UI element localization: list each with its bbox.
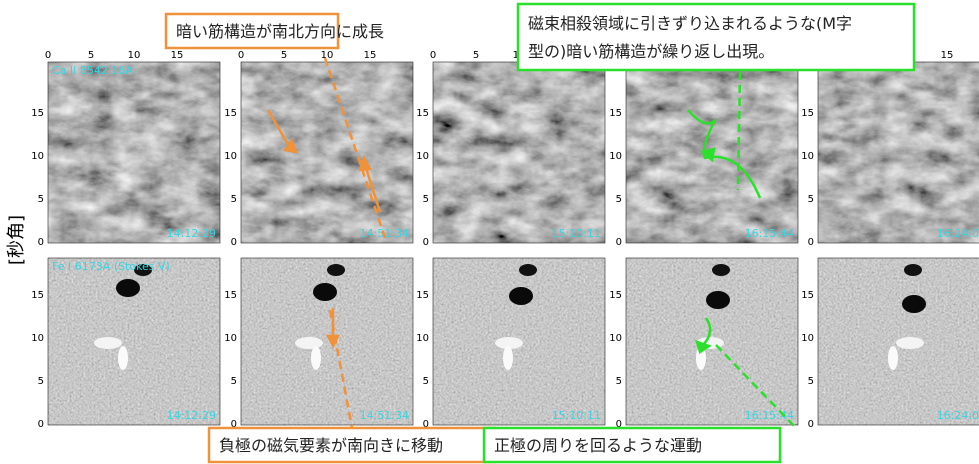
x-tick-label: 15 <box>364 50 377 61</box>
y-tick-label: 10 <box>31 333 44 344</box>
blob <box>896 337 924 349</box>
timestamp: 14:12:29 <box>167 409 216 422</box>
y-tick-label: 10 <box>224 151 237 162</box>
x-tick-label: 10 <box>128 50 141 61</box>
y-tick-label: 10 <box>609 151 622 162</box>
y-tick-label: 15 <box>609 108 622 119</box>
y-tick-label: 15 <box>416 290 429 301</box>
timestamp: 16:24:08 <box>937 227 979 240</box>
timestamp: 16:24:08 <box>937 409 979 422</box>
image-panel <box>48 62 220 243</box>
annotation: 磁束相殺領域に引きずり込まれるような(M字 <box>528 14 852 33</box>
y-tick-label: 5 <box>616 376 622 387</box>
y-tick-label: 10 <box>609 333 622 344</box>
blob <box>116 279 140 297</box>
y-tick-label: 15 <box>801 290 814 301</box>
y-tick-label: 5 <box>38 194 44 205</box>
y-tick-label: 10 <box>416 333 429 344</box>
y-tick-label: 15 <box>416 108 429 119</box>
y-tick-label: 10 <box>801 151 814 162</box>
x-tick-label: 0 <box>430 50 436 61</box>
x-tick-label: 0 <box>238 50 244 61</box>
blob <box>712 264 730 276</box>
blob <box>888 346 898 370</box>
timestamp: 16:15:44 <box>745 409 794 422</box>
x-tick-label: 15 <box>941 50 954 61</box>
annotation: 型の)暗い筋構造が繰り返し出現。 <box>528 42 774 61</box>
y-tick-label: 10 <box>416 151 429 162</box>
y-tick-label: 5 <box>423 376 429 387</box>
y-tick-label: 0 <box>38 419 44 430</box>
y-tick-label: 0 <box>423 237 429 248</box>
x-tick-label: 5 <box>281 50 287 61</box>
blob <box>519 264 537 276</box>
y-tick-label: 5 <box>808 376 814 387</box>
x-tick-label: 5 <box>473 50 479 61</box>
y-tick-label: 15 <box>224 290 237 301</box>
y-tick-label: 15 <box>801 108 814 119</box>
x-tick-label: 10 <box>321 50 334 61</box>
y-tick-label: 0 <box>616 237 622 248</box>
x-tick-label: 15 <box>171 50 184 61</box>
row-label: Fe I 6173A (Stokes V) <box>52 260 170 273</box>
blob <box>902 295 926 313</box>
blob <box>94 337 122 349</box>
blob <box>509 287 533 305</box>
panels: 0 0 5 5 10 10 15 15 14:12:29 0 0 5 5 10 10 15 15 14:51:34… <box>31 50 979 430</box>
blob <box>313 283 337 301</box>
y-tick-label: 15 <box>609 290 622 301</box>
blob <box>118 346 128 370</box>
image-panel <box>818 62 979 243</box>
blob <box>311 346 321 370</box>
y-tick-label: 10 <box>224 333 237 344</box>
timestamp: 14:12:29 <box>167 227 216 240</box>
image-panel <box>241 62 413 243</box>
annotation: 正極の周りを回るような運動 <box>494 436 702 455</box>
y-tick-label: 5 <box>616 194 622 205</box>
annotation: 暗い筋構造が南北方向に成長 <box>176 22 384 41</box>
timestamp: 15:10:11 <box>552 409 601 422</box>
blob <box>904 264 922 276</box>
timestamp: 14:51:34 <box>360 409 409 422</box>
y-tick-label: 0 <box>808 419 814 430</box>
blob <box>503 346 513 370</box>
y-tick-label: 15 <box>31 290 44 301</box>
timestamp: 15:10:11 <box>552 227 601 240</box>
x-tick-label: 0 <box>45 50 51 61</box>
y-tick-label: 10 <box>801 333 814 344</box>
y-axis-label: [秒角] <box>6 215 27 265</box>
image-panel <box>241 258 413 425</box>
blob <box>327 264 345 276</box>
figure: 0 0 5 5 10 10 15 15 14:12:29 0 0 5 5 10 10 15 15 14:51:34… <box>0 0 979 464</box>
y-tick-label: 15 <box>31 108 44 119</box>
y-tick-label: 0 <box>808 237 814 248</box>
y-tick-label: 5 <box>38 376 44 387</box>
timestamp: 16:15:44 <box>745 227 794 240</box>
blob <box>295 337 323 349</box>
x-tick-label: 5 <box>88 50 94 61</box>
y-tick-label: 15 <box>224 108 237 119</box>
y-tick-label: 5 <box>231 376 237 387</box>
y-tick-label: 10 <box>31 151 44 162</box>
blob <box>706 291 730 309</box>
row-label: Ca II 8542.16A <box>52 64 133 77</box>
y-tick-label: 0 <box>38 237 44 248</box>
annotation: 負極の磁気要素が南向きに移動 <box>219 436 443 455</box>
y-tick-label: 5 <box>808 194 814 205</box>
image-panel <box>433 62 605 243</box>
y-tick-label: 5 <box>231 194 237 205</box>
y-tick-label: 5 <box>423 194 429 205</box>
y-tick-label: 0 <box>231 237 237 248</box>
